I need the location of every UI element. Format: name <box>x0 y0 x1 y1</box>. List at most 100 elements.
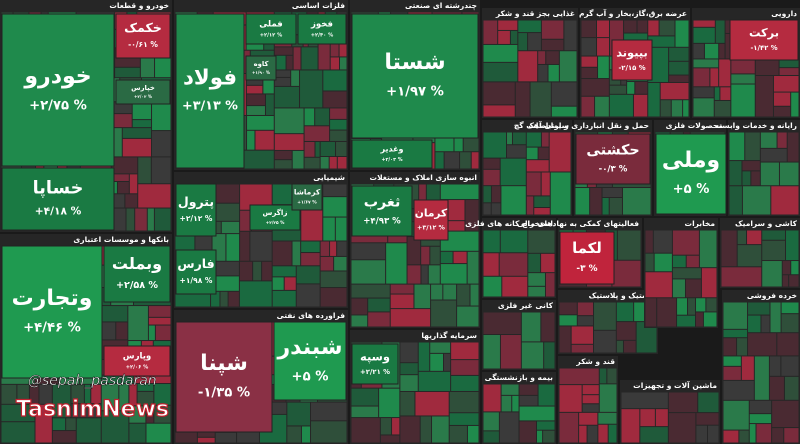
tile <box>541 253 555 273</box>
tile <box>226 234 240 261</box>
tile <box>762 261 782 287</box>
tile <box>500 230 528 253</box>
tile <box>587 425 598 443</box>
tile <box>467 251 479 284</box>
tile <box>675 20 689 47</box>
tile <box>521 312 541 342</box>
stock-change: -۰/۶۱ % <box>128 40 158 49</box>
stock-tile <box>351 13 479 139</box>
stock-name: پترول <box>178 194 214 209</box>
tile <box>380 418 392 435</box>
tile <box>655 409 668 427</box>
tile <box>483 82 515 105</box>
tile <box>594 302 616 330</box>
tile <box>501 395 512 412</box>
tile <box>534 196 550 208</box>
tile <box>52 431 76 443</box>
tile <box>135 208 147 231</box>
stock-change: +۲/۰۶ % <box>126 365 148 371</box>
stock-tile <box>1 245 103 379</box>
tile <box>499 253 528 276</box>
tile <box>419 184 426 203</box>
tile <box>756 424 772 443</box>
tile <box>760 162 779 186</box>
stock-change: +۲/۱۲ % <box>260 33 282 39</box>
tile <box>622 188 651 215</box>
stock-name: وملی <box>662 148 720 173</box>
stock-tile <box>175 321 273 433</box>
tile <box>668 413 696 443</box>
tile <box>246 106 265 115</box>
tile <box>250 231 272 261</box>
tile <box>400 391 415 416</box>
sector-label: رایانه و خدمات وابسته <box>715 121 797 130</box>
tile <box>287 402 311 426</box>
tile <box>621 392 668 409</box>
tile <box>719 59 731 87</box>
tile <box>293 47 301 70</box>
tile <box>274 86 300 108</box>
tile <box>616 322 636 340</box>
sector-label: شیمیایی <box>313 173 345 182</box>
tile <box>440 251 453 264</box>
stock-change: +۴/۱۸ % <box>35 204 82 217</box>
tile <box>528 230 555 253</box>
tile <box>714 100 731 117</box>
tile <box>519 421 536 443</box>
stock-name: وغدیر <box>379 145 403 154</box>
tile <box>151 157 171 184</box>
stock-change: +۱/۶۷ % <box>297 200 317 206</box>
tile <box>723 302 748 329</box>
tile <box>101 384 119 411</box>
tile <box>731 74 755 84</box>
tile <box>430 353 444 371</box>
tile <box>304 141 315 157</box>
tile <box>645 230 653 253</box>
tile <box>137 391 154 406</box>
tile <box>457 284 470 306</box>
tile <box>791 92 799 117</box>
tile <box>400 363 418 375</box>
tile <box>582 395 599 404</box>
tile <box>616 302 634 322</box>
tile <box>719 43 725 59</box>
tile <box>443 284 457 300</box>
stock-name: برکت <box>749 26 779 40</box>
tile <box>115 67 140 78</box>
sector: دارویی برکت -۱/۴۲ % <box>692 8 800 118</box>
tile <box>315 141 320 157</box>
tile <box>590 188 602 215</box>
tile <box>146 406 154 423</box>
tile <box>435 152 444 169</box>
tile <box>672 268 701 279</box>
tile <box>240 210 251 231</box>
tile <box>784 428 799 443</box>
tile <box>526 160 549 172</box>
tile <box>465 200 479 231</box>
tile <box>272 266 296 277</box>
tile <box>407 237 421 265</box>
stock-tile <box>297 13 347 45</box>
tile <box>521 342 544 369</box>
tile <box>654 253 672 272</box>
tile <box>126 208 135 231</box>
tile <box>731 59 755 74</box>
tile <box>581 79 609 96</box>
stock-tile <box>413 199 449 241</box>
tile <box>336 141 347 157</box>
tile <box>335 217 347 241</box>
stock-tile <box>655 133 727 215</box>
stock-tile <box>245 13 297 45</box>
tile <box>301 47 318 70</box>
tile <box>781 356 799 376</box>
tile <box>742 161 760 171</box>
stock-tile <box>559 231 615 285</box>
tile <box>101 411 129 443</box>
tile <box>782 261 791 275</box>
tile <box>502 276 528 297</box>
tile <box>84 384 91 404</box>
tile <box>430 246 440 265</box>
tile <box>500 158 526 186</box>
tile <box>575 188 590 215</box>
tile <box>693 68 710 87</box>
